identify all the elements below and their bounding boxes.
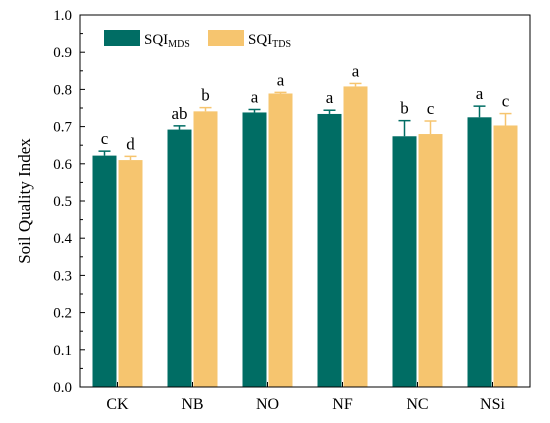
significance-label: c — [427, 99, 435, 118]
bar-mds-nsi — [467, 117, 492, 388]
significance-label: ab — [171, 104, 187, 123]
significance-label: c — [101, 129, 109, 148]
legend: SQIMDS SQITDS — [104, 30, 291, 50]
y-tick-label: 0.5 — [53, 194, 72, 210]
bar-mds-no — [242, 112, 267, 388]
y-tick-label: 0.1 — [53, 343, 72, 359]
y-tick-label: 0.7 — [53, 120, 72, 136]
legend-label-tds: SQITDS — [248, 32, 291, 50]
significance-label: b — [400, 99, 409, 118]
x-tick-label: NSi — [480, 396, 505, 413]
legend-label-subscript: TDS — [272, 39, 291, 50]
y-tick-label: 0.3 — [53, 268, 72, 284]
legend-label-main: SQI — [144, 32, 168, 48]
x-axis-labels: CK NB NO NF NC NSi — [106, 382, 506, 413]
legend-label-mds: SQIMDS — [144, 32, 190, 50]
significance-label: c — [502, 92, 510, 111]
significance-label: a — [251, 87, 259, 106]
x-tick-label: NC — [406, 396, 428, 413]
significance-label: a — [352, 61, 360, 80]
bar-tds-nsi — [493, 125, 518, 387]
significance-label: b — [201, 86, 210, 105]
bar-mds-nc — [392, 136, 417, 387]
legend-swatch-mds — [104, 30, 140, 46]
y-axis-ticks: 0.0 0.1 0.2 0.3 0.4 0.5 0.6 0.7 0.8 0.9 1.0 — [53, 8, 85, 396]
bar-tds-no — [268, 93, 293, 387]
x-tick-label: NO — [256, 396, 279, 413]
y-tick-label: 0.2 — [53, 306, 72, 322]
legend-label-main: SQI — [248, 32, 272, 48]
bar-mds-nf — [317, 113, 342, 388]
significance-label: d — [126, 134, 135, 153]
bar-tds-ck — [118, 160, 143, 387]
legend-label-subscript: MDS — [168, 39, 190, 50]
y-tick-label: 0.0 — [53, 380, 72, 396]
significance-label: a — [277, 70, 285, 89]
y-tick-label: 0.8 — [53, 82, 72, 98]
y-tick-label: 1.0 — [53, 8, 72, 24]
legend-swatch-tds — [208, 30, 244, 46]
x-tick-label: NB — [181, 396, 203, 413]
x-tick-label: NF — [332, 396, 353, 413]
bar-tds-nb — [193, 111, 218, 388]
significance-label: a — [476, 84, 484, 103]
bar-mds-ck — [92, 155, 117, 387]
x-tick-label: CK — [106, 396, 129, 413]
bar-mds-nb — [167, 129, 192, 388]
significance-label: a — [326, 88, 334, 107]
bar-tds-nf — [343, 86, 368, 387]
y-axis-title: Soil Quality Index — [15, 138, 34, 264]
y-tick-label: 0.9 — [53, 45, 72, 61]
plot-frame — [79, 14, 531, 388]
bar-tds-nc — [418, 134, 443, 387]
y-tick-label: 0.4 — [53, 231, 72, 247]
y-tick-label: 0.6 — [53, 157, 72, 173]
